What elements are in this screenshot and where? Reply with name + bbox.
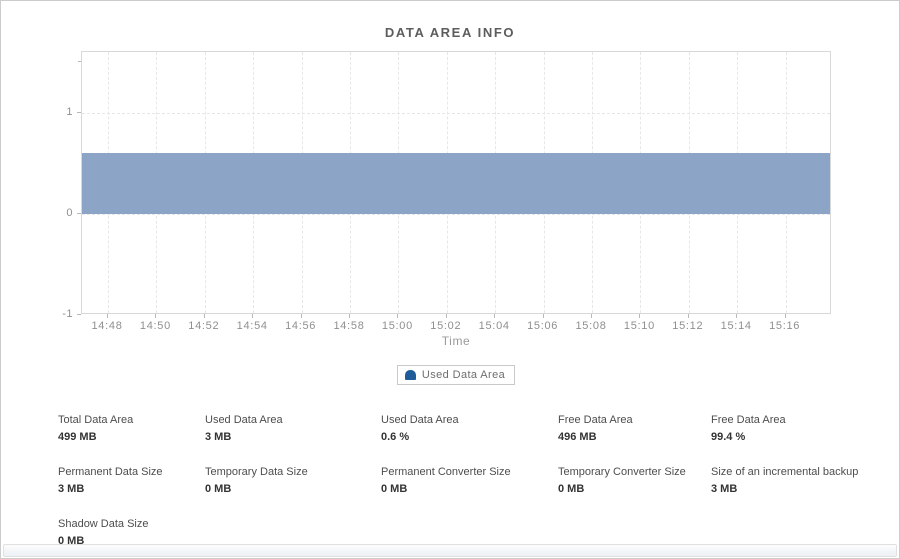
stat-label: Permanent Data Size [58, 466, 163, 478]
grid-line-horizontal [82, 112, 830, 114]
x-axis-tick [107, 314, 108, 318]
stat-free-data-area-pct: Free Data Area 99.4 % [711, 412, 879, 445]
x-axis-tick-label: 15:04 [478, 320, 510, 332]
x-axis-tick-label: 15:16 [769, 320, 801, 332]
horizontal-scrollbar[interactable] [3, 544, 897, 557]
x-axis-tick-label: 15:06 [527, 320, 559, 332]
x-axis-tick [687, 314, 689, 318]
stat-label: Temporary Data Size [205, 466, 308, 478]
x-axis-tick [252, 314, 254, 318]
stat-value: 499 MB [58, 431, 97, 443]
x-axis-tick [542, 314, 544, 318]
stat-label: Used Data Area [381, 414, 459, 426]
x-axis-tick-label: 15:14 [720, 320, 752, 332]
stats-grid: Total Data Area 499 MB Used Data Area 3 … [58, 412, 879, 549]
stat-label: Total Data Area [58, 414, 134, 426]
x-axis-title: Time [441, 334, 471, 348]
x-axis-tick [349, 314, 350, 318]
stat-label: Free Data Area [711, 414, 786, 426]
x-axis-tick [155, 314, 157, 318]
x-axis-tick-label: 15:02 [430, 320, 462, 332]
stat-value: 0 MB [205, 483, 232, 495]
y-axis-minor-tick [78, 61, 81, 63]
stat-used-data-area-pct: Used Data Area 0.6 % [381, 412, 558, 445]
stat-total-data-area: Total Data Area 499 MB [58, 412, 205, 445]
x-axis-tick [445, 314, 447, 318]
area-series-icon [404, 370, 416, 380]
legend-item-used-data-area[interactable]: Used Data Area [396, 365, 516, 385]
stat-temporary-data-size: Temporary Data Size 0 MB [205, 464, 381, 497]
stat-value: 3 MB [711, 483, 738, 495]
x-axis-tick-label: 14:50 [139, 320, 171, 332]
x-axis-tick [300, 314, 302, 318]
stat-label: Shadow Data Size [58, 518, 149, 530]
y-axis-tick [77, 212, 81, 214]
x-axis-tick-label: 14:52 [188, 320, 220, 332]
stat-value: 3 MB [58, 483, 85, 495]
x-axis-tick-label: 15:00 [381, 320, 413, 332]
stat-permanent-data-size: Permanent Data Size 3 MB [58, 464, 205, 497]
chart-plot-area [81, 51, 831, 314]
y-axis-tick [77, 314, 81, 315]
y-axis-tick-label: 1 [66, 105, 73, 118]
x-axis-tick [494, 314, 496, 318]
x-axis-tick-label: 14:56 [285, 320, 317, 332]
x-axis-tick [736, 314, 738, 318]
x-axis-tick-label: 14:54 [236, 320, 268, 332]
stat-label: Size of an incremental backup [711, 466, 859, 478]
stat-label: Free Data Area [558, 414, 633, 426]
stat-label: Permanent Converter Size [381, 466, 511, 478]
x-axis-tick [397, 314, 399, 318]
x-axis-tick [591, 314, 592, 318]
legend-item-label: Used Data Area [421, 369, 506, 381]
chart-title: DATA AREA INFO [384, 25, 516, 40]
x-axis-tick [784, 314, 786, 318]
stat-value: 0 MB [381, 483, 408, 495]
used-data-area-series [82, 153, 830, 214]
grid-line-horizontal [82, 213, 830, 215]
x-axis-tick-label: 14:48 [91, 320, 123, 332]
x-axis-tick-label: 15:10 [623, 320, 655, 332]
stat-value: 0.6 % [381, 431, 410, 443]
stat-used-data-area-mb: Used Data Area 3 MB [205, 412, 381, 445]
x-axis-tick-label: 15:12 [672, 320, 704, 332]
y-axis-tick-label: 0 [66, 206, 73, 219]
x-axis-tick [203, 314, 205, 318]
stat-label: Used Data Area [205, 414, 283, 426]
stat-label: Temporary Converter Size [558, 466, 686, 478]
x-axis-tick [639, 314, 641, 318]
x-axis-tick-label: 15:08 [575, 320, 607, 332]
legend: Used Data Area [81, 365, 831, 385]
stat-free-data-area-mb: Free Data Area 496 MB [558, 412, 711, 445]
stat-value: 3 MB [205, 431, 232, 443]
stat-permanent-converter-size: Permanent Converter Size 0 MB [381, 464, 558, 497]
stat-incremental-backup-size: Size of an incremental backup 3 MB [711, 464, 879, 497]
stat-value: 0 MB [558, 483, 585, 495]
stat-value: 99.4 % [711, 431, 746, 443]
stat-temporary-converter-size: Temporary Converter Size 0 MB [558, 464, 711, 497]
y-axis-tick-label: -1 [62, 308, 73, 320]
stat-value: 496 MB [558, 431, 597, 443]
x-axis-tick-label: 14:58 [333, 320, 365, 332]
y-axis-tick [77, 111, 81, 113]
